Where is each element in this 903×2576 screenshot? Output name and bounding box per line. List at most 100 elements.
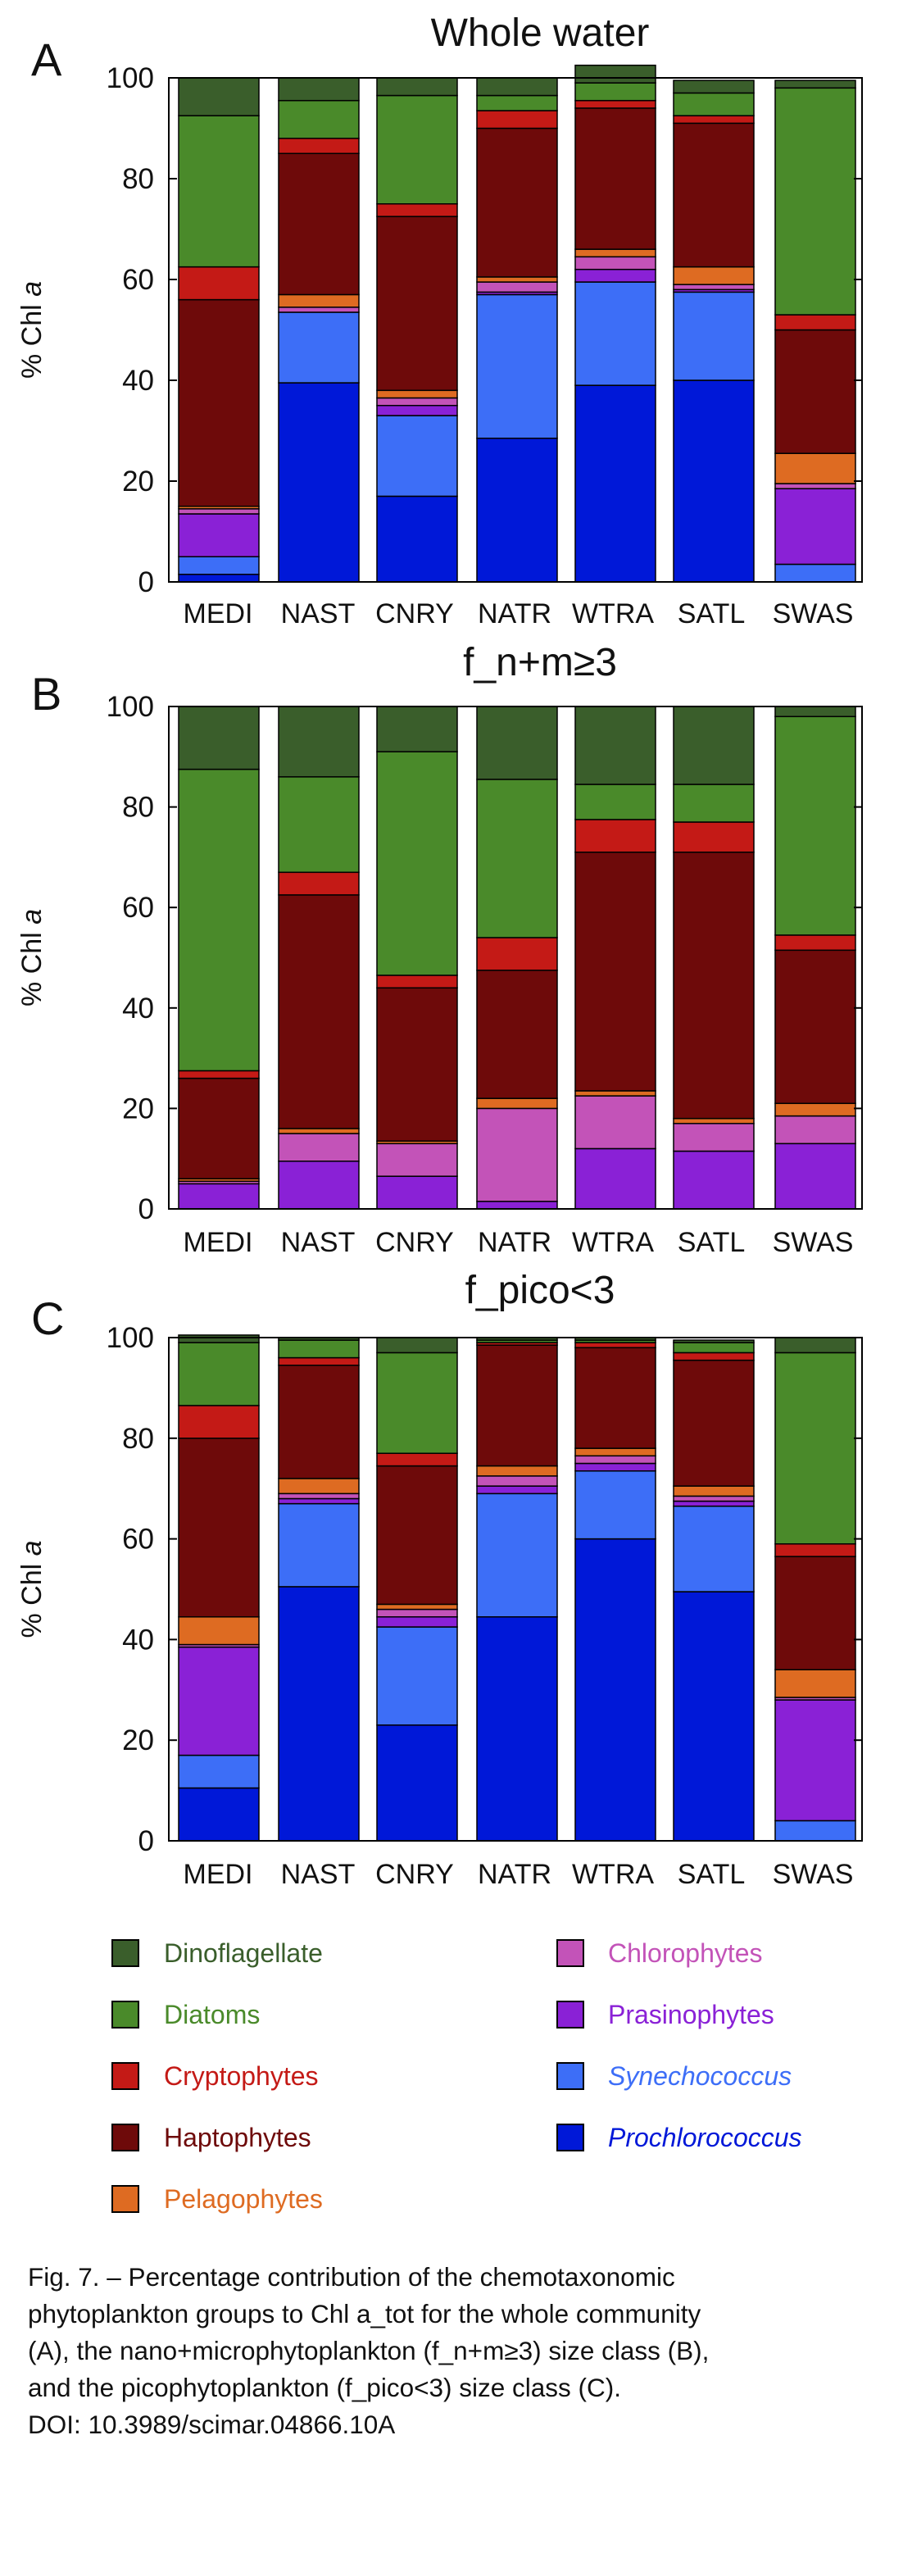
- bar-segment-chlorophytes-natr: [476, 1107, 558, 1202]
- x-tick-label: CNRY: [375, 1859, 454, 1890]
- bar-segment-prasinophytes-swas: [774, 1143, 856, 1210]
- bar-segment-synechococcus-wtra: [574, 1470, 656, 1540]
- bar-segment-synechococcus-natr: [476, 1492, 558, 1618]
- y-tick-label: 80: [122, 163, 154, 195]
- plot-frame: [168, 706, 863, 1210]
- bar-segment-diatoms-wtra: [574, 784, 656, 820]
- bar-segment-prochlorococcus-medi: [178, 574, 260, 583]
- bar-segment-haptophytes-wtra: [574, 852, 656, 1092]
- legend-swatch-diatoms: [111, 2001, 139, 2029]
- bar-segment-diatoms-natr: [476, 779, 558, 938]
- bar-segment-cryptophytes-cnry: [376, 975, 458, 989]
- legend-label-prasinophytes: Prasinophytes: [608, 2000, 774, 2029]
- y-axis-label: % Chl a: [16, 1540, 48, 1638]
- bar-segment-diatoms-medi: [178, 1342, 260, 1406]
- bar-segment-dinoflagellate-nast: [278, 77, 360, 102]
- bar-segment-prochlorococcus-satl: [673, 379, 755, 583]
- bar-segment-diatoms-cnry: [376, 751, 458, 976]
- panel-letter: B: [31, 668, 61, 720]
- bar-segment-chlorophytes-medi: [178, 508, 260, 515]
- bar-segment-dinoflagellate-medi: [178, 706, 260, 770]
- bar-segment-chlorophytes-satl: [673, 284, 755, 291]
- bar-segment-haptophytes-wtra: [574, 107, 656, 250]
- bar-segment-cryptophytes-satl: [673, 115, 755, 125]
- legend-label-prochlorococcus: Prochlorococcus: [608, 2123, 802, 2152]
- bar-segment-haptophytes-wtra: [574, 1347, 656, 1449]
- bar-segment-prasinophytes-wtra: [574, 268, 656, 283]
- bar-segment-prasinophytes-satl: [673, 1500, 755, 1507]
- bar-segment-chlorophytes-nast: [278, 307, 360, 313]
- bar-segment-haptophytes-natr: [476, 1344, 558, 1467]
- bar-segment-dinoflagellate-satl: [673, 1339, 755, 1343]
- bar-segment-dinoflagellate-natr: [476, 706, 558, 780]
- figure-caption: Fig. 7. – Percentage contribution of the…: [28, 2259, 880, 2443]
- x-tick-label: NATR: [478, 1859, 551, 1890]
- y-tick-label: 80: [122, 1423, 154, 1455]
- chart-title: Whole water: [431, 11, 650, 55]
- bar-segment-cryptophytes-swas: [774, 314, 856, 331]
- bar-segment-prasinophytes-cnry: [376, 405, 458, 416]
- bar-segment-haptophytes-swas: [774, 329, 856, 454]
- chart-panel-b: f_n+m≥3 B % Chl a 0 20 40 60 80 100 MEDI NAST CNRY N…: [16, 641, 863, 1258]
- bar-segment-diatoms-swas: [774, 1352, 856, 1545]
- bar-segment-diatoms-cnry: [376, 94, 458, 205]
- legend-swatch-chlorophytes: [556, 1939, 584, 1967]
- bar-segment-haptophytes-natr: [476, 127, 558, 278]
- bar-segment-haptophytes-swas: [774, 1556, 856, 1670]
- bar-segment-cryptophytes-natr: [476, 110, 558, 129]
- bar-segment-prasinophytes-medi: [178, 513, 260, 557]
- chart-panel-c: f_pico<3 C % Chl a 0 20 40 60 80 100 MEDI NAST CNRY…: [16, 1269, 863, 1890]
- bar-segment-cryptophytes-medi: [178, 1405, 260, 1439]
- bar-segment-prochlorococcus-cnry: [376, 495, 458, 583]
- bar-segment-haptophytes-natr: [476, 970, 558, 1099]
- x-tick-label: CNRY: [375, 1227, 454, 1258]
- legend-label-synechococcus: Synechococcus: [608, 2061, 792, 2091]
- legend-swatch-cryptophytes: [111, 2062, 139, 2090]
- bar-segment-diatoms-nast: [278, 776, 360, 874]
- bar-segment-cryptophytes-swas: [774, 934, 856, 952]
- x-tick-label: NAST: [281, 1227, 356, 1258]
- bar-segment-synechococcus-medi: [178, 1754, 260, 1789]
- x-tick-label: SATL: [678, 598, 746, 629]
- bar-segment-prasinophytes-satl: [673, 1150, 755, 1210]
- y-tick-label: 0: [138, 1825, 154, 1857]
- panel-letter: C: [31, 1293, 64, 1344]
- y-tick-label: 0: [138, 1193, 154, 1225]
- bar-segment-chlorophytes-natr: [476, 281, 558, 293]
- bar-segment-haptophytes-nast: [278, 152, 360, 296]
- bar-segment-haptophytes-medi: [178, 1077, 260, 1179]
- x-tick-label: SWAS: [773, 598, 854, 629]
- x-tick-label: NATR: [478, 1227, 551, 1258]
- y-tick-label: 60: [122, 1524, 154, 1556]
- y-axis-label: % Chl a: [16, 909, 48, 1006]
- bar-segment-haptophytes-swas: [774, 949, 856, 1105]
- bar-segment-synechococcus-nast: [278, 311, 360, 384]
- bar-segment-prochlorococcus-nast: [278, 1586, 360, 1842]
- bar-segment-prochlorococcus-natr: [476, 1616, 558, 1842]
- legend-label-dinoflagellate: Dinoflagellate: [164, 1938, 323, 1968]
- bar-segment-chlorophytes-wtra: [574, 1095, 656, 1150]
- bar-segment-cryptophytes-wtra: [574, 1342, 656, 1349]
- bar-segment-dinoflagellate-medi: [178, 1334, 260, 1343]
- bar-segment-prochlorococcus-wtra: [574, 1538, 656, 1842]
- bar-segment-chlorophytes-swas: [774, 483, 856, 489]
- bar-segment-pelagophytes-swas: [774, 1669, 856, 1698]
- bar-segment-haptophytes-medi: [178, 298, 260, 507]
- bar-segment-prasinophytes-cnry: [376, 1616, 458, 1628]
- bar-segment-dinoflagellate-cnry: [376, 77, 458, 97]
- bar-segment-pelagophytes-cnry: [376, 1603, 458, 1611]
- bar-segment-pelagophytes-medi: [178, 1616, 260, 1646]
- bar-segment-cryptophytes-cnry: [376, 203, 458, 217]
- y-tick-label: 40: [122, 993, 154, 1024]
- bar-segment-pelagophytes-cnry: [376, 389, 458, 399]
- bar-segment-haptophytes-nast: [278, 1365, 360, 1479]
- bar-segment-cryptophytes-medi: [178, 266, 260, 301]
- bar-segment-diatoms-nast: [278, 1339, 360, 1359]
- bar-segment-prochlorococcus-satl: [673, 1591, 755, 1842]
- x-tick-label: WTRA: [572, 598, 654, 629]
- bar-segment-haptophytes-satl: [673, 852, 755, 1120]
- bar-segment-chlorophytes-wtra: [574, 256, 656, 270]
- plot-frame: [168, 1337, 863, 1842]
- y-tick-label: 60: [122, 264, 154, 296]
- bar-segment-chlorophytes-cnry: [376, 397, 458, 407]
